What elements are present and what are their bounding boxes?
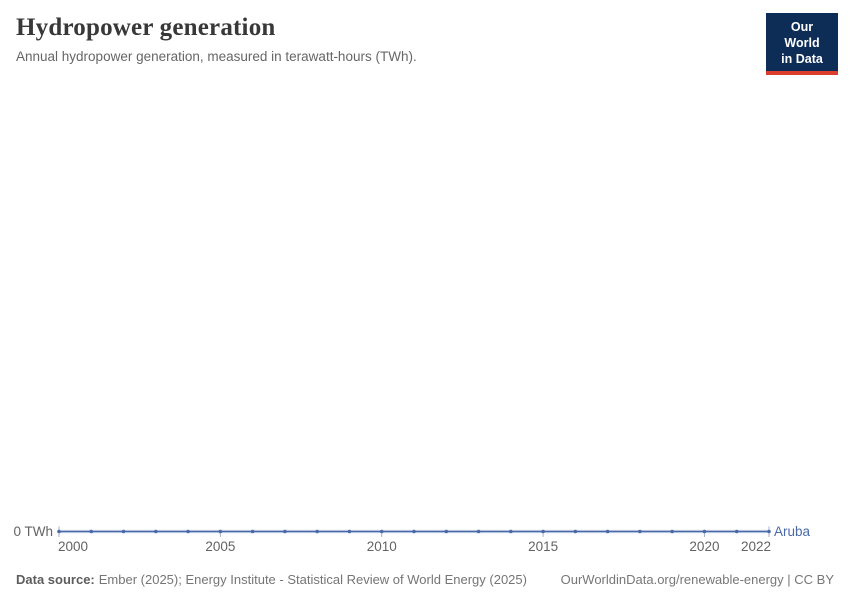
data-point-2007[interactable]	[283, 529, 287, 534]
data-point-2004[interactable]	[186, 529, 190, 534]
data-point-2018[interactable]	[638, 529, 642, 534]
data-point-2006[interactable]	[250, 529, 255, 534]
data-point-2011[interactable]	[412, 529, 416, 534]
data-point-2021[interactable]	[734, 529, 739, 534]
data-point-2015[interactable]	[541, 529, 545, 534]
data-source-note: Data source: Ember (2025); Energy Institu…	[16, 572, 527, 587]
data-point-2022[interactable]	[767, 529, 771, 534]
y-axis-label: 0 TWh	[13, 524, 53, 539]
data-source-label: Data source:	[16, 572, 95, 587]
data-point-2008[interactable]	[315, 529, 319, 534]
chart-header: Hydropower generation Annual hydropower …	[16, 14, 417, 64]
data-point-2013[interactable]	[476, 529, 481, 534]
data-point-2009[interactable]	[347, 529, 352, 534]
data-point-2019[interactable]	[670, 529, 674, 534]
chart-subtitle: Annual hydropower generation, measured i…	[16, 49, 417, 64]
x-tick-label-2000: 2000	[58, 539, 88, 554]
data-point-2005[interactable]	[218, 529, 223, 534]
data-point-2003[interactable]	[154, 529, 158, 534]
data-point-2002[interactable]	[121, 529, 126, 534]
data-point-2010[interactable]	[379, 529, 384, 534]
owid-logo-line2: in Data	[781, 52, 823, 66]
data-point-2001[interactable]	[89, 529, 94, 534]
chart-footer: Data source: Ember (2025); Energy Institu…	[16, 572, 834, 587]
x-tick-label-2005: 2005	[205, 539, 235, 554]
data-point-2016[interactable]	[573, 529, 578, 534]
data-point-2014[interactable]	[509, 529, 513, 534]
x-tick-label-2010: 2010	[367, 539, 397, 554]
page-title: Hydropower generation	[16, 14, 276, 41]
data-point-2012[interactable]	[444, 529, 449, 534]
owid-url-license: OurWorldinData.org/renewable-energy | CC…	[560, 572, 834, 587]
data-point-2020[interactable]	[702, 529, 707, 534]
x-tick-label-2020: 2020	[689, 539, 719, 554]
x-tick-label-2022: 2022	[741, 539, 771, 554]
owid-logo-line1: Our World	[784, 20, 820, 50]
owid-logo: Our World in Data	[766, 13, 838, 75]
data-point-2017[interactable]	[605, 529, 610, 534]
data-source-text: Ember (2025); Energy Institute - Statist…	[98, 572, 527, 587]
data-point-2000[interactable]	[57, 529, 61, 534]
series-label-aruba: Aruba	[774, 524, 811, 539]
x-tick-label-2015: 2015	[528, 539, 558, 554]
